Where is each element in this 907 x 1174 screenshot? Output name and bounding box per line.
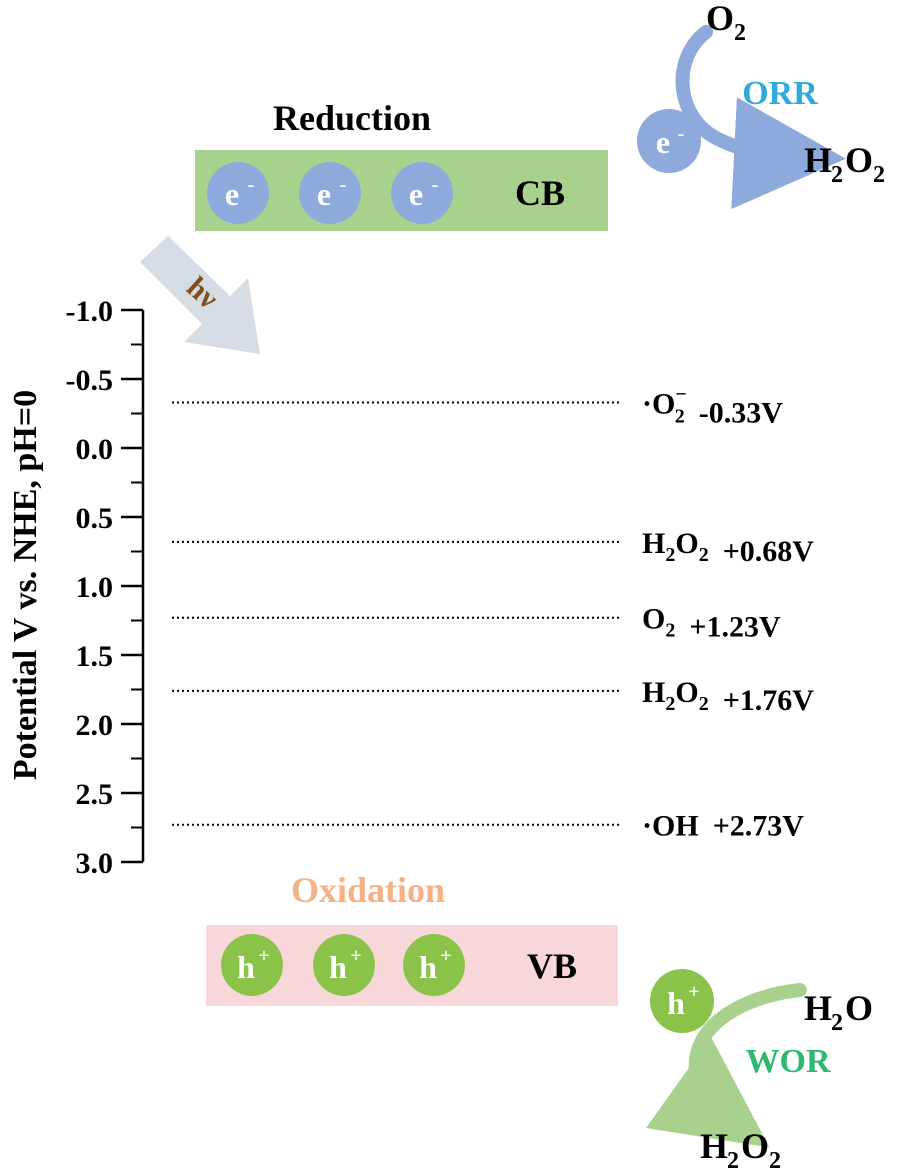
- orr-electron: [637, 109, 701, 173]
- electron: e -: [207, 162, 269, 224]
- wor-reactant-sub: 2: [831, 1010, 843, 1036]
- vb-holes: h + h + h +: [221, 934, 465, 996]
- potential-label: ·OH +2.73V: [642, 810, 804, 843]
- wor-product-o: O: [741, 1126, 769, 1166]
- hole-label: h: [237, 949, 255, 985]
- wor-hole-label: h: [667, 985, 685, 1021]
- vb-label: VB: [527, 946, 577, 986]
- wor-reactant-o: O: [845, 988, 873, 1028]
- wor-arrow: [645, 983, 807, 1148]
- electron-label: e: [317, 176, 331, 212]
- wor-hole-charge: +: [688, 981, 699, 1003]
- electron-charge: -: [340, 174, 347, 196]
- wor-reactant-h: H: [804, 988, 832, 1028]
- cb-electrons: e - e - e -: [207, 162, 453, 224]
- wor-hole: [650, 969, 714, 1033]
- tick-label: 2.0: [76, 709, 114, 742]
- y-axis-ticks: -1.0 -0.5 0.0 0.5 1.0 1.5 2.0 2.5 3.0: [66, 295, 143, 880]
- electron-label: e: [225, 176, 239, 212]
- orr-product-sub2: 2: [873, 162, 885, 188]
- electron: e -: [391, 162, 453, 224]
- tick-label: 3.0: [76, 847, 114, 880]
- tick-label: -0.5: [66, 364, 114, 397]
- electron-charge: -: [248, 174, 255, 196]
- wor-product-sub: 2: [727, 1148, 739, 1174]
- tick-label: 1.5: [76, 640, 114, 673]
- electron-charge: -: [432, 174, 439, 196]
- oxidation-title: Oxidation: [291, 870, 445, 910]
- cb-label: CB: [515, 173, 565, 213]
- wor-label: WOR: [746, 1043, 831, 1080]
- wor-product-h: H: [700, 1126, 728, 1166]
- light-arrow: hν: [140, 236, 260, 354]
- reduction-title: Reduction: [273, 98, 431, 138]
- electron: e -: [299, 162, 361, 224]
- wor-product-sub2: 2: [769, 1148, 781, 1174]
- orr-product-sub: 2: [831, 162, 843, 188]
- wor-cycle: h + WOR H 2 O H 2 O 2: [645, 969, 873, 1174]
- hole: h +: [403, 934, 465, 996]
- orr-cycle: e - ORR O 2 H 2 O 2: [637, 0, 885, 210]
- orr-electron-charge: -: [678, 123, 685, 145]
- axis-title: Potential V vs. NHE, pH=0: [7, 390, 44, 780]
- orr-arrow: [675, 25, 846, 210]
- orr-label: ORR: [742, 75, 818, 112]
- hole-charge: +: [350, 945, 361, 967]
- hole: h +: [313, 934, 375, 996]
- potential-label: O2 +1.23V: [642, 603, 781, 644]
- wor-product: H 2 O 2: [700, 1126, 781, 1174]
- tick-label: 0.5: [76, 502, 114, 535]
- orr-product-h: H: [804, 140, 832, 180]
- wor-reactant: H 2 O: [804, 988, 873, 1036]
- potential-label: H2O2 +0.68V: [642, 527, 814, 568]
- orr-product: H 2 O 2: [804, 140, 885, 188]
- orr-reactant: O 2: [706, 0, 746, 46]
- tick-label: 1.0: [76, 571, 114, 604]
- potential-levels: ·O− 2 -0.33V H2O2 +0.68V O2 +1.23V H2O2 +1.76V ·O…: [172, 383, 814, 843]
- hole-charge: +: [440, 945, 451, 967]
- orr-product-o: O: [845, 140, 873, 180]
- potential-label: H2O2 +1.76V: [642, 676, 814, 717]
- electron-label: e: [409, 176, 423, 212]
- potential-label: ·O− 2 -0.33V: [642, 383, 783, 429]
- tick-label: 0.0: [76, 433, 114, 466]
- hole-label: h: [419, 949, 437, 985]
- tick-label: -1.0: [66, 295, 114, 328]
- tick-label: 2.5: [76, 778, 114, 811]
- hole-label: h: [329, 949, 347, 985]
- orr-electron-label: e: [656, 124, 670, 160]
- hole: h +: [221, 934, 283, 996]
- hole-charge: +: [258, 945, 269, 967]
- orr-reactant-sub: 2: [734, 20, 746, 46]
- orr-reactant-symbol: O: [706, 0, 734, 38]
